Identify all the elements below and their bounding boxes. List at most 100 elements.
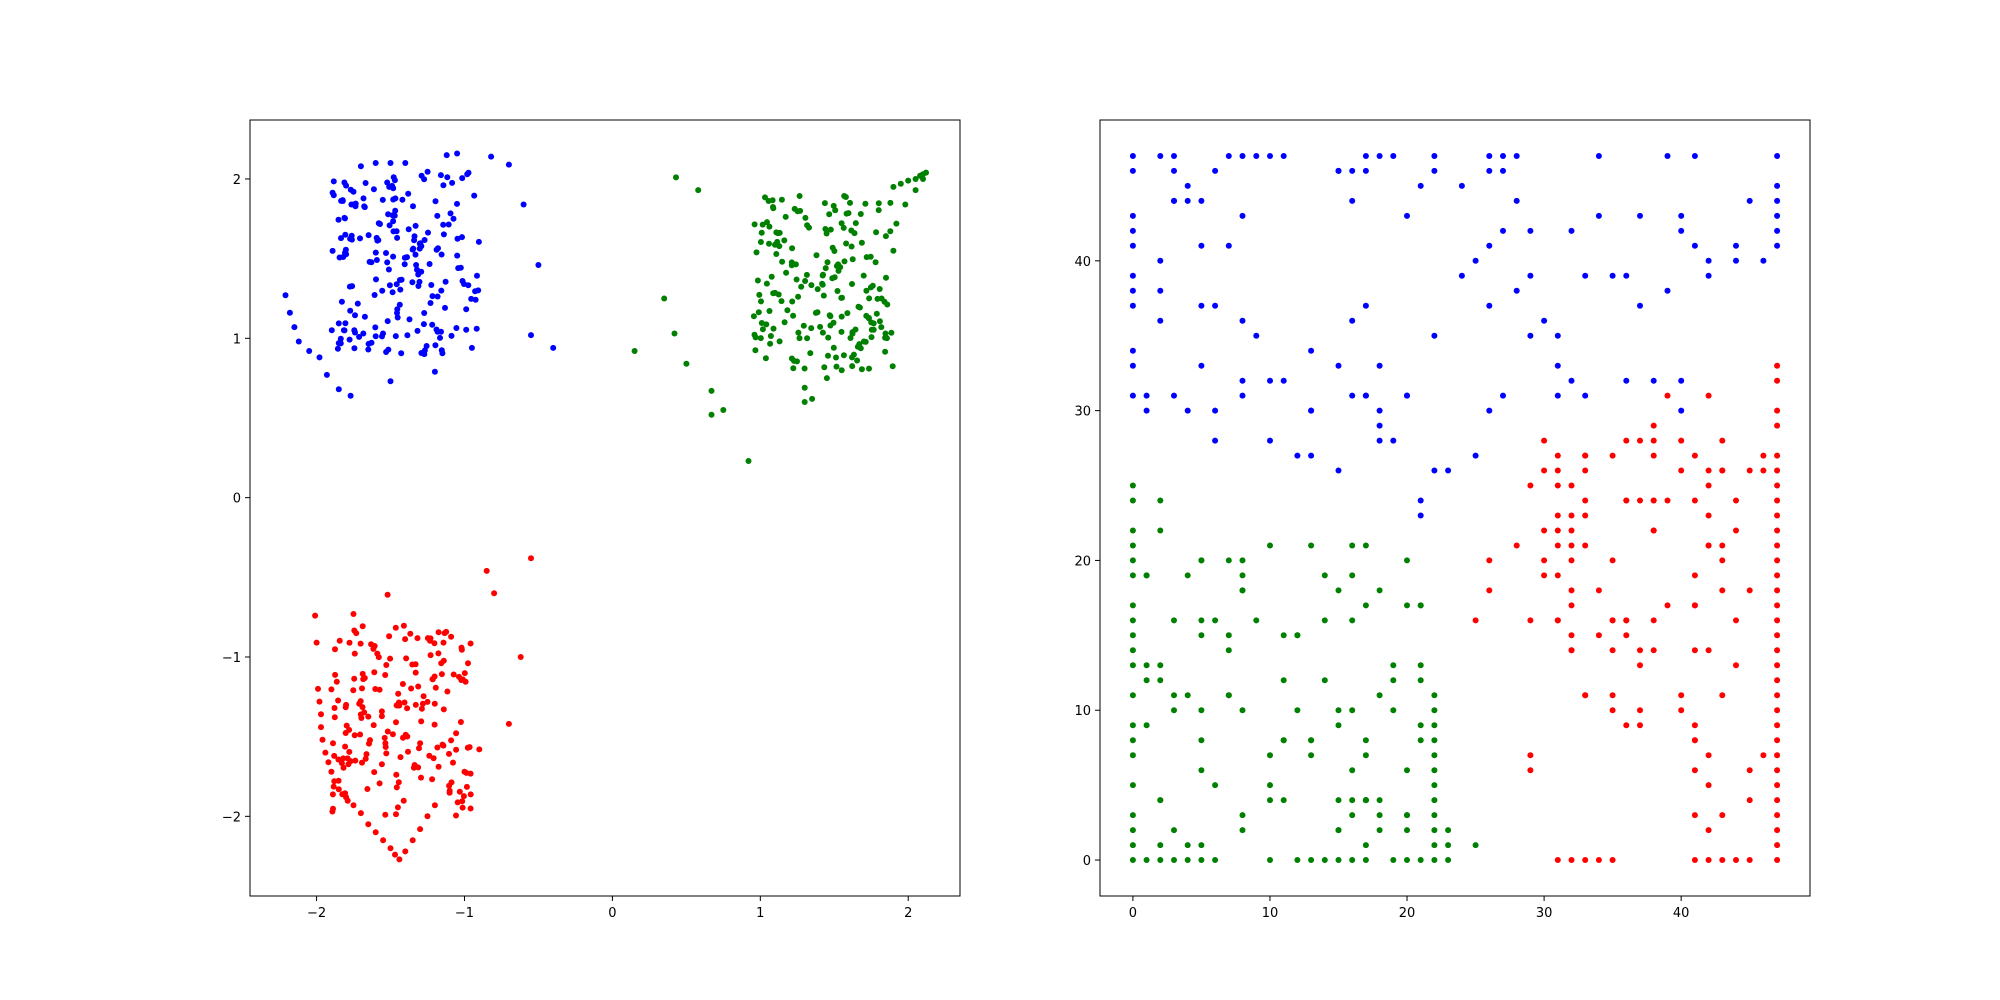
plot0-series2-point: [372, 829, 379, 836]
plot0-series2-point: [345, 761, 352, 768]
plot0-series1-point: [882, 233, 889, 240]
plot0-series2-point: [417, 826, 424, 833]
plot0-series2-point: [315, 685, 321, 692]
plot0-series0-point: [379, 196, 386, 203]
plot1-series2-point: [1774, 557, 1781, 564]
plot1-series2-point: [1637, 647, 1643, 654]
plot0-series2-point: [450, 759, 456, 766]
plot1-series0-point: [1267, 437, 1273, 444]
plot0-series0-point: [360, 195, 367, 202]
plot1-series2-point: [1719, 857, 1726, 863]
plot0-series1-point: [838, 328, 845, 335]
plot0-series0-point: [410, 203, 416, 210]
plot1-series1-point: [1404, 857, 1410, 863]
plot1-series2-point: [1774, 542, 1781, 549]
plot0-series2-point: [370, 722, 377, 729]
plot1-series2-point: [1760, 467, 1767, 474]
plot1-series1-point: [1349, 617, 1356, 624]
plot1-series2-point: [1568, 542, 1575, 549]
plot1-series0-point: [1171, 197, 1177, 204]
plot1-series1-point: [1308, 857, 1315, 863]
plot0-series2-point: [404, 705, 411, 712]
plot0-series1-point: [852, 326, 859, 333]
plot1-series1-point: [1171, 692, 1177, 699]
plot0-series1-point: [809, 395, 816, 402]
plot1-series0-point: [1129, 347, 1136, 354]
plot1-series2-point: [1719, 587, 1726, 594]
plot1-series2-point: [1650, 497, 1657, 504]
plot1-series2-point: [1609, 692, 1616, 699]
plot0-series0-point: [372, 333, 379, 340]
plot1-series2-point: [1774, 497, 1781, 504]
plot0-series2-point: [350, 611, 357, 617]
plot1-series2-point: [1691, 812, 1698, 819]
plot0-series0-point: [409, 246, 416, 253]
plot0-series1-point: [695, 187, 702, 194]
plot1-series2-point: [1705, 512, 1712, 519]
plot0-series1-point: [840, 352, 847, 359]
plot0-series0-point: [349, 283, 356, 290]
plot0-series2-point: [429, 776, 436, 783]
plot0-series2-point: [329, 791, 336, 798]
plot0-series1-point: [820, 271, 826, 278]
plot1-series2-point: [1691, 572, 1698, 579]
plot0-series0-point: [437, 334, 443, 341]
plot1-series1-point: [1129, 782, 1136, 789]
plot0-series2-point: [351, 675, 358, 682]
plot0-series1-point: [763, 280, 770, 287]
plot0-series1-point: [832, 207, 839, 214]
plot0-series2-point: [416, 745, 422, 752]
plot1-series0-point: [1637, 212, 1643, 219]
plot1-series2-point: [1582, 452, 1589, 459]
plot1-series2-point: [1774, 722, 1781, 729]
plot0-series2-point: [359, 704, 366, 711]
plot0-series2-point: [450, 671, 457, 678]
x-tick-label: 2: [904, 906, 912, 921]
plot1-series1-point: [1445, 842, 1452, 849]
plot1-series1-point: [1143, 677, 1150, 684]
plot0-series1-point: [796, 335, 803, 342]
y-tick-label: −1: [222, 651, 241, 666]
plot0-series1-point: [823, 230, 830, 237]
plot0-series0-point: [440, 221, 447, 228]
plot0-series2-point: [454, 799, 461, 806]
right-plot-points: [1129, 153, 1781, 863]
plot0-series0-point: [328, 327, 335, 334]
plot1-series2-point: [1746, 857, 1753, 863]
plot0-series0-point: [465, 169, 472, 176]
left-plot-axes-frame: [249, 119, 961, 897]
plot0-series0-point: [405, 226, 412, 233]
plot0-series0-point: [373, 234, 380, 241]
plot1-series1-point: [1239, 557, 1246, 564]
plot0-series1-point: [838, 313, 845, 320]
plot1-series0-point: [1541, 317, 1548, 324]
x-tick-label: 20: [1399, 906, 1416, 921]
plot0-series1-point: [876, 318, 883, 325]
plot0-series0-point: [443, 152, 450, 159]
plot1-series2-point: [1733, 527, 1739, 534]
plot0-series2-point: [399, 681, 406, 687]
plot0-series1-point: [673, 174, 679, 181]
plot1-series1-point: [1376, 812, 1383, 819]
plot0-series0-point: [421, 176, 428, 183]
plot0-series1-point: [804, 335, 811, 342]
plot1-series0-point: [1362, 153, 1369, 159]
plot0-series1-point: [807, 350, 814, 357]
plot1-series1-point: [1308, 737, 1315, 744]
y-tick-label: 0: [1083, 854, 1091, 869]
plot1-series0-point: [1157, 287, 1164, 294]
plot0-series2-point: [382, 811, 389, 818]
plot0-series1-point: [827, 226, 834, 233]
plot0-series2-point: [325, 759, 332, 766]
plot1-series0-point: [1129, 302, 1136, 309]
plot1-series1-point: [1225, 647, 1232, 654]
plot0-series2-point: [351, 627, 358, 634]
plot0-series2-point: [370, 645, 377, 652]
plot0-series2-point: [333, 678, 340, 685]
plot1-series1-point: [1376, 692, 1383, 699]
plot0-series2-point: [459, 676, 466, 683]
plot0-series2-point: [392, 851, 398, 858]
plot1-series2-point: [1554, 617, 1561, 624]
plot1-series1-point: [1129, 497, 1136, 504]
plot0-series1-point: [893, 220, 900, 227]
